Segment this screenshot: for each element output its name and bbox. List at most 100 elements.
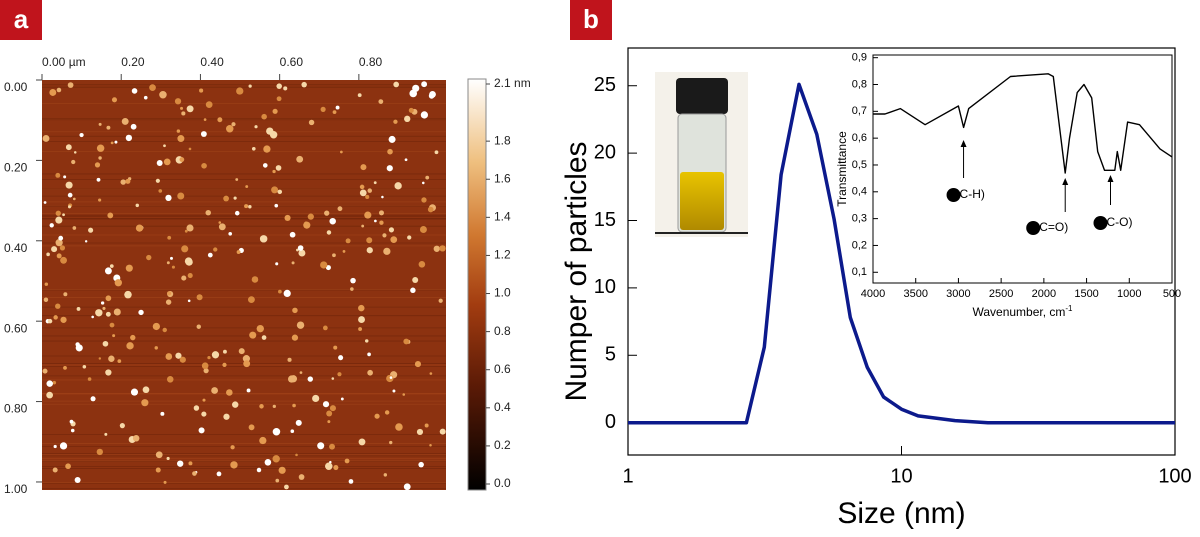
y-tick-label: 0,6 bbox=[852, 132, 867, 144]
x-tick-label: 10 bbox=[890, 465, 912, 487]
afm-particle bbox=[359, 184, 365, 190]
colorbar-tick-label: 1.8 bbox=[494, 133, 511, 147]
afm-particle bbox=[135, 224, 144, 232]
afm-particle bbox=[55, 210, 61, 216]
afm-particle bbox=[207, 252, 213, 258]
afm-particle bbox=[256, 467, 262, 473]
afm-particle bbox=[350, 287, 354, 291]
panel-label-box bbox=[570, 0, 612, 40]
afm-particle bbox=[98, 122, 102, 126]
afm-particle bbox=[53, 444, 57, 449]
afm-particle bbox=[72, 226, 77, 230]
afm-particle bbox=[248, 296, 255, 304]
afm-particle bbox=[433, 245, 440, 252]
afm-particle bbox=[287, 357, 292, 362]
afm-particle bbox=[223, 413, 230, 420]
afm-particle bbox=[301, 81, 307, 88]
afm-particle bbox=[49, 223, 54, 228]
afm-particle bbox=[332, 253, 336, 258]
afm-particle bbox=[404, 158, 408, 162]
afm-particle bbox=[63, 365, 67, 370]
afm-particle bbox=[390, 236, 398, 243]
y-tick-label: 1.00 bbox=[4, 482, 28, 496]
afm-particle bbox=[419, 226, 427, 233]
afm-particle bbox=[373, 181, 377, 185]
afm-particle bbox=[284, 214, 291, 221]
afm-particle bbox=[52, 467, 58, 473]
afm-particle bbox=[47, 318, 53, 324]
afm-particle bbox=[177, 460, 184, 467]
y-tick-label: 5 bbox=[605, 344, 616, 366]
afm-particle bbox=[232, 401, 239, 408]
afm-particle bbox=[364, 339, 369, 343]
afm-particle bbox=[223, 349, 227, 354]
afm-particle bbox=[65, 181, 73, 189]
afm-particle bbox=[414, 361, 422, 368]
data-line bbox=[628, 82, 1175, 425]
x-tick-label: 1000 bbox=[1117, 288, 1141, 300]
y-axis-label: Transmittance bbox=[835, 131, 849, 207]
afm-particle bbox=[412, 84, 420, 92]
afm-particle bbox=[256, 324, 264, 333]
y-tick-label: 0,4 bbox=[852, 186, 867, 198]
afm-particle bbox=[73, 151, 77, 154]
x-tick-label: 3500 bbox=[903, 288, 927, 300]
afm-particle bbox=[203, 118, 207, 121]
afm-particle bbox=[236, 87, 244, 95]
afm-particle bbox=[42, 368, 48, 374]
afm-particle bbox=[295, 453, 298, 457]
colorbar-tick-label: 1.0 bbox=[494, 286, 511, 300]
afm-particle bbox=[142, 386, 150, 394]
annotation-arrowhead bbox=[1107, 175, 1114, 182]
afm-particle bbox=[105, 369, 112, 376]
afm-particle bbox=[105, 295, 112, 302]
afm-particle bbox=[367, 188, 373, 193]
afm-particle bbox=[180, 106, 184, 110]
afm-particle bbox=[46, 380, 53, 387]
afm-particle bbox=[404, 115, 411, 122]
afm-particle bbox=[378, 210, 384, 216]
vial-photo bbox=[655, 72, 748, 237]
afm-particle bbox=[111, 97, 118, 103]
afm-particle bbox=[275, 478, 280, 483]
afm-particle bbox=[383, 473, 388, 477]
x-tick-label: 4000 bbox=[861, 288, 885, 300]
afm-particle bbox=[418, 260, 426, 268]
afm-particle bbox=[112, 334, 116, 338]
afm-particle bbox=[109, 264, 114, 268]
afm-particle bbox=[386, 374, 394, 383]
x-axis-label: Wavenumber, cm-1 bbox=[972, 304, 1073, 320]
afm-particle bbox=[261, 113, 267, 120]
afm-particle bbox=[186, 105, 194, 113]
colorbar-tick-label: 1.6 bbox=[494, 171, 511, 185]
x-tick-label: 0.60 bbox=[280, 55, 304, 69]
afm-particle bbox=[422, 181, 425, 185]
afm-particle bbox=[439, 245, 446, 252]
afm-particle bbox=[171, 265, 175, 269]
afm-particle bbox=[434, 150, 439, 155]
afm-particle bbox=[155, 451, 163, 459]
afm-particle bbox=[383, 247, 391, 255]
afm-particle bbox=[187, 273, 193, 279]
afm-particle bbox=[248, 84, 252, 88]
afm-particle bbox=[192, 471, 197, 476]
afm-particle bbox=[72, 197, 76, 201]
afm-particle bbox=[160, 411, 165, 416]
afm-particle bbox=[174, 98, 182, 105]
afm-particle bbox=[154, 346, 158, 350]
afm-particle bbox=[337, 372, 342, 377]
afm-particle bbox=[55, 172, 61, 178]
y-axis-label: Numper of particles bbox=[560, 141, 593, 401]
afm-particle bbox=[298, 474, 305, 480]
afm-particle bbox=[141, 399, 149, 407]
afm-particle bbox=[163, 158, 171, 166]
afm-particle bbox=[203, 368, 209, 374]
panel-label-box bbox=[0, 0, 42, 40]
afm-particle bbox=[278, 466, 286, 474]
x-tick-label: 3000 bbox=[946, 288, 970, 300]
afm-particle bbox=[296, 155, 304, 163]
colorbar-tick-label: 0.0 bbox=[494, 476, 511, 490]
afm-particle bbox=[211, 387, 219, 394]
afm-particle bbox=[325, 265, 331, 271]
